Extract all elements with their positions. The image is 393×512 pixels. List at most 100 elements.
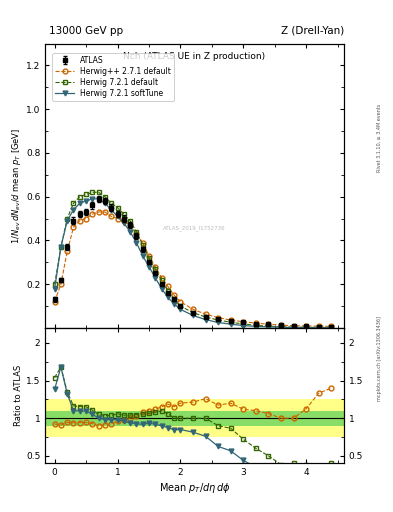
Herwig++ 2.7.1 default [228,317,233,323]
Text: 13000 GeV pp: 13000 GeV pp [49,26,123,36]
Herwig 7.2.1 default [228,319,233,325]
Herwig 7.2.1 softTune [191,312,195,318]
Herwig 7.2.1 default [134,228,139,234]
Herwig++ 2.7.1 default [159,274,164,281]
Herwig 7.2.1 default [329,325,334,331]
Herwig 7.2.1 softTune [228,321,233,327]
Text: Rivet 3.1.10, ≥ 3.4M events: Rivet 3.1.10, ≥ 3.4M events [377,104,382,173]
Herwig 7.2.1 softTune [159,286,164,292]
Herwig++ 2.7.1 default [121,218,126,224]
Herwig 7.2.1 softTune [134,240,139,246]
Herwig++ 2.7.1 default [316,323,321,329]
Text: mcplots.cern.ch [arXiv:1306.3436]: mcplots.cern.ch [arXiv:1306.3436] [377,316,382,401]
Herwig 7.2.1 softTune [59,244,63,250]
Herwig 7.2.1 default [103,194,107,200]
Herwig 7.2.1 softTune [216,319,220,326]
Herwig 7.2.1 softTune [316,325,321,331]
Herwig 7.2.1 default [159,276,164,283]
Y-axis label: $1/N_{ev}\,dN_{ev}/d$ mean $p_T$ [GeV]: $1/N_{ev}\,dN_{ev}/d$ mean $p_T$ [GeV] [10,127,23,244]
Herwig 7.2.1 default [304,324,309,330]
Herwig++ 2.7.1 default [304,323,309,329]
Herwig 7.2.1 softTune [115,214,120,220]
Line: Herwig++ 2.7.1 default: Herwig++ 2.7.1 default [52,209,334,329]
Herwig++ 2.7.1 default [178,298,183,305]
Herwig 7.2.1 softTune [77,200,82,206]
Herwig 7.2.1 default [266,323,271,329]
Herwig++ 2.7.1 default [165,283,170,289]
Herwig++ 2.7.1 default [65,248,70,254]
Herwig 7.2.1 softTune [109,207,114,213]
Herwig++ 2.7.1 default [128,222,132,228]
Herwig++ 2.7.1 default [191,306,195,312]
Herwig++ 2.7.1 default [59,281,63,287]
Herwig 7.2.1 softTune [304,325,309,331]
Herwig 7.2.1 softTune [103,200,107,206]
Herwig 7.2.1 softTune [84,198,88,204]
Herwig++ 2.7.1 default [52,298,57,305]
Herwig++ 2.7.1 default [77,218,82,224]
Herwig 7.2.1 default [109,200,114,206]
Herwig 7.2.1 default [172,296,176,303]
Line: Herwig 7.2.1 default: Herwig 7.2.1 default [52,190,334,330]
Herwig 7.2.1 default [165,288,170,294]
Herwig 7.2.1 default [191,310,195,316]
Herwig 7.2.1 default [121,211,126,217]
Herwig 7.2.1 softTune [52,286,57,292]
X-axis label: Mean $p_T/d\eta\,d\phi$: Mean $p_T/d\eta\,d\phi$ [159,481,230,496]
Herwig 7.2.1 softTune [203,316,208,323]
Herwig 7.2.1 default [52,281,57,287]
Herwig++ 2.7.1 default [147,252,151,259]
Herwig 7.2.1 default [77,194,82,200]
Herwig++ 2.7.1 default [134,231,139,237]
Herwig 7.2.1 softTune [329,325,334,331]
Herwig 7.2.1 softTune [241,323,246,329]
Herwig++ 2.7.1 default [96,209,101,215]
Herwig 7.2.1 softTune [96,196,101,202]
Herwig++ 2.7.1 default [279,322,283,328]
Herwig++ 2.7.1 default [140,240,145,246]
Herwig++ 2.7.1 default [216,314,220,321]
Herwig 7.2.1 default [178,303,183,309]
Herwig 7.2.1 default [90,189,95,196]
Herwig++ 2.7.1 default [203,311,208,317]
Herwig++ 2.7.1 default [253,320,258,326]
Herwig 7.2.1 default [59,244,63,250]
Herwig++ 2.7.1 default [266,321,271,327]
Herwig 7.2.1 default [203,314,208,320]
Herwig 7.2.1 default [147,255,151,261]
Herwig++ 2.7.1 default [115,216,120,222]
Herwig 7.2.1 softTune [279,324,283,330]
Herwig 7.2.1 default [153,266,158,272]
Y-axis label: Ratio to ATLAS: Ratio to ATLAS [14,365,23,426]
Herwig 7.2.1 softTune [65,218,70,224]
Herwig 7.2.1 default [115,204,120,210]
Herwig 7.2.1 default [316,325,321,331]
Text: Nch (ATLAS UE in Z production): Nch (ATLAS UE in Z production) [123,52,266,61]
Herwig++ 2.7.1 default [71,224,76,230]
Herwig 7.2.1 softTune [71,207,76,213]
Herwig 7.2.1 softTune [291,325,296,331]
Herwig 7.2.1 default [216,317,220,323]
Herwig 7.2.1 default [279,324,283,330]
Herwig++ 2.7.1 default [291,323,296,329]
Herwig++ 2.7.1 default [329,323,334,329]
Herwig 7.2.1 softTune [128,228,132,234]
Herwig 7.2.1 default [291,324,296,330]
Text: ATLAS_2019_I1752736: ATLAS_2019_I1752736 [163,226,226,231]
Herwig++ 2.7.1 default [153,264,158,270]
Herwig++ 2.7.1 default [172,292,176,298]
Herwig 7.2.1 default [241,321,246,327]
Herwig 7.2.1 default [65,216,70,222]
Herwig 7.2.1 softTune [147,264,151,270]
Herwig++ 2.7.1 default [241,319,246,325]
Text: Z (Drell-Yan): Z (Drell-Yan) [281,26,344,36]
Herwig++ 2.7.1 default [90,211,95,217]
Herwig 7.2.1 softTune [178,306,183,312]
Herwig 7.2.1 softTune [153,274,158,281]
Herwig 7.2.1 softTune [121,220,126,226]
Herwig 7.2.1 softTune [140,252,145,259]
Herwig++ 2.7.1 default [103,209,107,215]
Herwig 7.2.1 default [71,200,76,206]
Herwig 7.2.1 default [140,242,145,248]
Line: Herwig 7.2.1 softTune: Herwig 7.2.1 softTune [52,197,334,330]
